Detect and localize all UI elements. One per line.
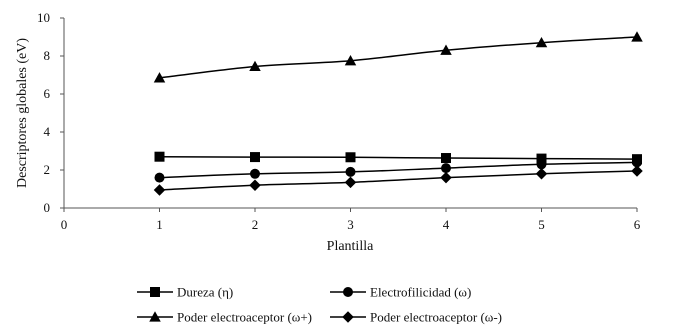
y-tick-label: 2 <box>44 162 51 177</box>
x-tick-label: 6 <box>634 217 641 232</box>
x-tick-label: 1 <box>156 217 163 232</box>
data-point <box>249 60 261 72</box>
axes: 0 2 4 6 8 10 0 1 2 3 4 5 6 Plantilla Descriptores glob… <box>15 10 641 254</box>
legend-label: Poder electroaceptor (ω-) <box>370 310 502 325</box>
legend-label: Poder electroaceptor (ω+) <box>177 310 312 325</box>
series-line <box>159 36 638 79</box>
x-tick-label: 2 <box>252 217 259 232</box>
y-tick-label: 10 <box>37 10 50 25</box>
data-point <box>154 151 165 162</box>
data-point <box>441 163 451 174</box>
data-point <box>153 72 166 83</box>
y-axis-title: Descriptores globales (eV) <box>15 38 30 188</box>
x-tick-label: 4 <box>443 217 450 232</box>
series-line <box>159 170 638 191</box>
data-point <box>632 157 642 168</box>
x-tick-label: 5 <box>538 217 545 232</box>
data-point <box>631 165 643 177</box>
x-tick-label: 0 <box>61 217 68 232</box>
data-point <box>344 55 357 66</box>
data-point <box>344 176 357 189</box>
data-point <box>441 153 451 164</box>
data-point <box>250 168 260 179</box>
legend-marker <box>342 311 354 323</box>
data-point <box>249 179 261 191</box>
data-point <box>250 152 260 163</box>
data-point <box>535 168 548 180</box>
data-point <box>535 36 548 48</box>
y-tick-label: 0 <box>44 200 51 215</box>
legend-marker <box>150 287 160 297</box>
data-point <box>345 166 356 177</box>
series-line <box>159 161 638 179</box>
legend-marker <box>343 287 353 297</box>
legend: Dureza (η) Electrofilicidad (ω) Poder elec… <box>137 285 502 325</box>
series-line <box>159 155 638 160</box>
data-point <box>536 159 547 170</box>
data-point <box>345 152 356 163</box>
data-point <box>154 172 165 183</box>
data-point <box>536 153 547 164</box>
series-group <box>153 31 643 196</box>
legend-label: Dureza (η) <box>177 285 233 300</box>
legend-label: Electrofilicidad (ω) <box>370 285 471 300</box>
y-tick-label: 8 <box>44 48 51 63</box>
y-tick-label: 4 <box>44 124 51 139</box>
data-point <box>631 31 643 42</box>
data-point <box>153 184 166 196</box>
data-point <box>440 171 452 184</box>
legend-marker <box>149 311 161 322</box>
x-axis-title: Plantilla <box>327 239 374 254</box>
y-tick-label: 6 <box>44 86 51 101</box>
x-tick-label: 3 <box>347 217 354 232</box>
data-point <box>440 44 452 55</box>
